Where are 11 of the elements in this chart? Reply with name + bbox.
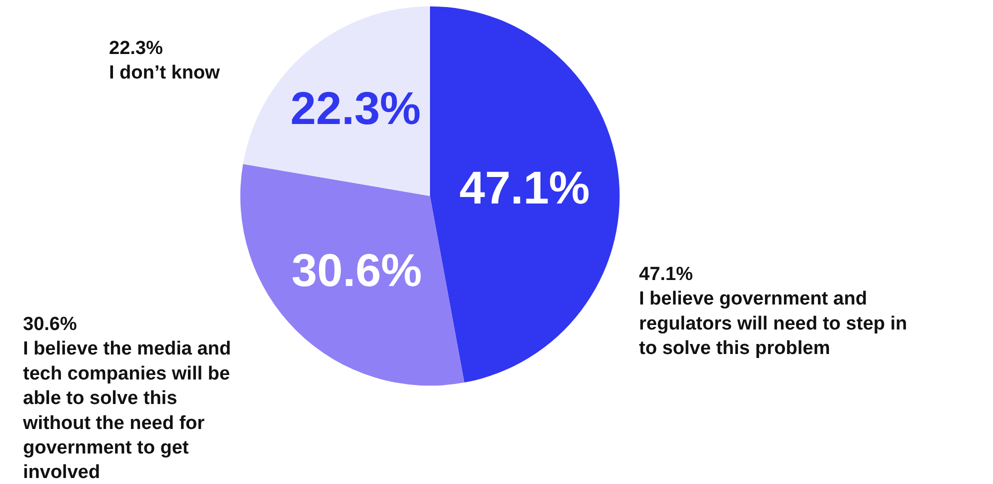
slice-label: I believe the media and tech companies will be able to solve this without the need for government to get involved — [22, 338, 232, 484]
data-label: 47.1% — [459, 161, 590, 214]
data-label: 22.3% — [290, 82, 421, 134]
slice-label: I don’t know — [109, 62, 220, 84]
text: 47.1% — [639, 264, 693, 285]
pie-slice — [430, 6, 620, 383]
text: 22.3% — [109, 38, 163, 59]
pie-slice — [243, 6, 430, 196]
data-label: 30.6% — [292, 244, 422, 296]
slice-label: I believe government and regulators will need to step in to solve this problem — [639, 288, 908, 360]
text: 30.6% — [23, 314, 77, 335]
